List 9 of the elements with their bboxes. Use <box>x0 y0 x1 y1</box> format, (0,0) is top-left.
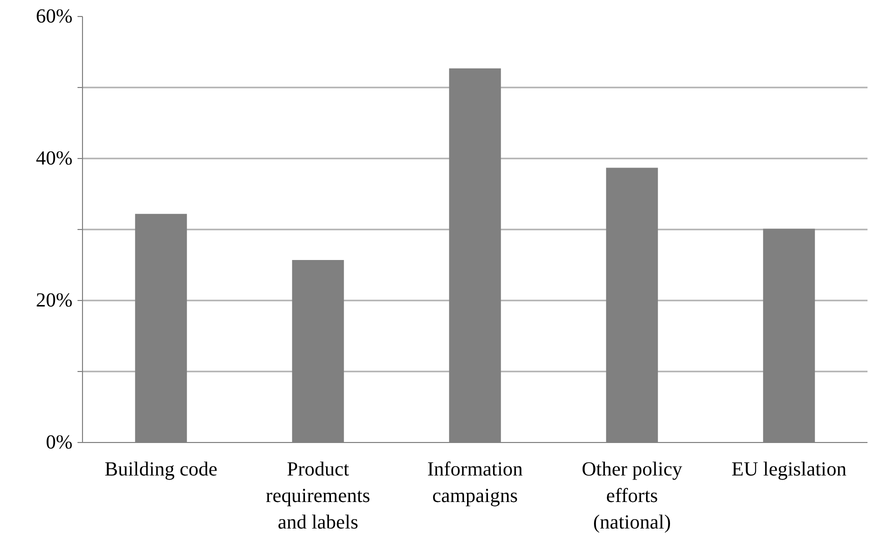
x-tick-label: Other policy efforts (national) <box>582 458 682 534</box>
y-tick-label: 60% <box>36 6 73 28</box>
x-tick-label: Building code <box>104 458 218 480</box>
x-tick-label: EU legislation <box>732 458 846 480</box>
y-tick-label: 20% <box>36 290 73 312</box>
y-tick-label: 40% <box>36 148 73 170</box>
x-tick-label: Information campaigns <box>427 458 523 507</box>
x-tick-label: Product requirements and labels <box>266 458 370 534</box>
y-tick-label: 0% <box>46 432 73 454</box>
